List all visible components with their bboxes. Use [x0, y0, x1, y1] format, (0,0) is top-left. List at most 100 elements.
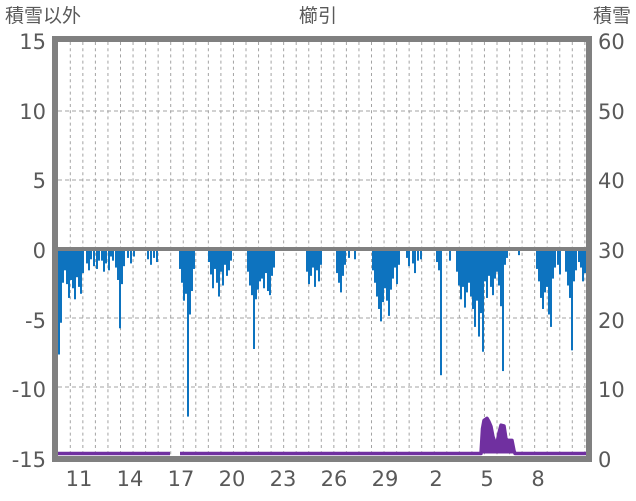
temp-bar: [259, 249, 261, 282]
right-axis-tick-label: 50: [598, 99, 625, 124]
temp-bar: [390, 249, 392, 290]
x-axis-tick-label: 20: [218, 467, 246, 491]
temp-bar: [412, 249, 414, 264]
temp-bar: [440, 249, 442, 376]
temp-bar: [308, 249, 310, 285]
temp-bar: [540, 249, 542, 298]
temp-bar: [460, 249, 462, 300]
x-axis-tick-label: 2: [429, 467, 443, 491]
temp-bar: [271, 249, 273, 276]
temp-bar: [372, 249, 374, 271]
x-axis-tick-label: 11: [65, 467, 93, 491]
temp-bar: [542, 249, 544, 309]
right-axis-tick-label: 10: [598, 378, 625, 403]
temp-bar: [478, 249, 480, 337]
left-axis-tick-label: -5: [25, 308, 46, 333]
temp-bar: [185, 249, 187, 294]
temp-bar: [344, 249, 346, 265]
temp-bar: [153, 249, 155, 258]
temp-bar: [388, 249, 390, 316]
temp-bar: [247, 249, 249, 272]
temp-bar: [265, 249, 267, 274]
temp-bar: [384, 249, 386, 289]
temp-bar: [181, 249, 183, 283]
temp-bar: [398, 249, 400, 265]
temp-bar: [496, 249, 498, 272]
temp-bar: [249, 249, 251, 286]
x-axis-tick-label: 14: [116, 467, 144, 491]
temp-bar: [567, 249, 569, 286]
temp-bar: [64, 249, 66, 271]
snow-depth-line: [180, 416, 586, 456]
temp-bar: [193, 249, 195, 269]
temp-bar: [72, 249, 74, 289]
temp-bar: [342, 249, 344, 276]
temp-bar: [253, 249, 255, 349]
temp-bar: [187, 249, 189, 417]
temp-bar: [474, 249, 476, 327]
temp-bar: [105, 249, 107, 264]
temp-bar: [502, 249, 504, 372]
temp-bar: [565, 249, 567, 272]
temp-bar: [396, 249, 398, 285]
temp-bar: [191, 249, 193, 292]
left-axis-tick-label: 10: [19, 99, 46, 124]
temp-bar: [224, 249, 226, 265]
temp-bar: [314, 249, 316, 287]
temp-bar: [575, 249, 577, 271]
temp-bar: [316, 249, 318, 271]
temp-bar: [464, 249, 466, 308]
temp-bar: [261, 249, 263, 279]
x-axis-tick-label: 17: [167, 467, 195, 491]
temp-bar: [119, 249, 121, 329]
temp-bar: [538, 249, 540, 282]
temp-bar: [468, 249, 470, 283]
temp-bar: [438, 249, 440, 271]
temp-bar: [536, 249, 538, 269]
temp-bar: [101, 249, 103, 261]
temp-bar: [578, 249, 580, 263]
temp-bar: [571, 249, 573, 351]
temp-bar: [466, 249, 468, 293]
temp-bar: [115, 249, 117, 268]
temp-bar: [93, 249, 95, 267]
temp-bar: [220, 249, 222, 272]
temp-bar: [480, 249, 482, 314]
temp-bar: [500, 249, 502, 307]
x-axis-tick-label: 26: [320, 467, 348, 491]
temp-bar: [482, 249, 484, 352]
temp-bar: [458, 249, 460, 286]
x-axis-tick-label: 8: [531, 467, 545, 491]
right-axis-tick-label: 30: [598, 239, 625, 263]
temp-bar: [68, 249, 70, 298]
right-axis-tick-label: 0: [598, 448, 612, 472]
right-axis-title: 積雪: [592, 5, 631, 27]
temp-bar: [98, 249, 100, 261]
temp-bar: [318, 249, 320, 282]
temp-bar: [103, 249, 105, 272]
left-axis-tick-label: -15: [11, 448, 46, 472]
right-axis-tick-label: 60: [598, 30, 625, 54]
temp-bar: [70, 249, 72, 280]
temp-bar: [117, 249, 119, 280]
temp-bar: [267, 249, 269, 292]
temp-bar: [557, 249, 559, 265]
temp-bar: [378, 249, 380, 309]
temp-bar: [133, 249, 135, 257]
temp-bar: [408, 249, 410, 267]
temp-bar: [494, 249, 496, 279]
temp-bar: [559, 249, 561, 275]
temp-bar: [484, 249, 486, 282]
temp-bar: [210, 249, 212, 275]
temp-bar: [88, 249, 90, 271]
temp-bar: [476, 249, 478, 301]
x-axis-tick-label: 29: [371, 467, 399, 491]
left-axis-title: 積雪以外: [5, 5, 82, 27]
temp-bar: [147, 249, 149, 260]
temp-bar: [573, 249, 575, 282]
temp-bar: [376, 249, 378, 297]
temp-bar: [112, 249, 114, 261]
left-axis-tick-label: -10: [11, 378, 46, 403]
temp-bar: [548, 249, 550, 315]
